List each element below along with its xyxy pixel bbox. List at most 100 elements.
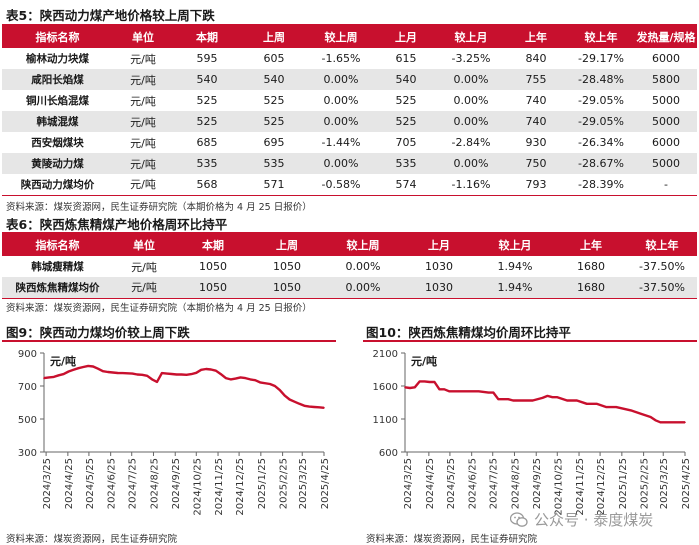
table6-top-rule: [2, 232, 697, 234]
x-tick-label: 2024/4/25: [64, 458, 75, 509]
x-tick-label: 2024/8/25: [149, 458, 160, 509]
table5-cell: 574: [375, 174, 437, 196]
table5-cell: 0.00%: [323, 94, 359, 107]
data-point: [279, 389, 281, 391]
table5-cell: 705: [395, 136, 417, 149]
table6-cell: 1050: [251, 277, 323, 299]
table5-cell: 695: [263, 136, 285, 149]
x-tick-label: 2025/4/25: [681, 458, 692, 509]
table5-header-cell: 上月: [375, 26, 437, 48]
data-point: [234, 377, 237, 380]
data-point: [298, 403, 301, 405]
fig9-chart: 300 500 700 900 2024/3/25 2024/4/25 2024/5/25 2…: [18, 349, 331, 516]
fig10-top-rule: [363, 340, 697, 342]
table5-cell: 750: [505, 153, 567, 174]
data-point: [92, 365, 94, 368]
table5-cell: -28.39%: [567, 174, 635, 196]
table5-cell: -1.16%: [437, 174, 505, 196]
table5-cell: -1.65%: [321, 52, 361, 65]
data-point: [146, 375, 148, 377]
data-point: [674, 421, 676, 424]
table5-row: 西安烟煤块 元/吨 685 695 -1.44% 705 -2.84% 930 -26.34% 6…: [2, 132, 697, 153]
data-point: [293, 400, 296, 403]
data-point: [586, 403, 588, 405]
data-point: [630, 409, 632, 412]
table5-header-cell: 上周: [241, 26, 307, 48]
table5-cell: 元/吨: [113, 174, 173, 196]
y-tick-label: 500: [18, 415, 37, 426]
data-point: [684, 421, 686, 424]
data-point: [438, 388, 441, 391]
table5-cell: -2.84%: [451, 136, 491, 149]
y-tick-label: 2100: [373, 349, 398, 360]
table5-header-row: 指标名称 单位 本期 上周 较上周 上月 较上月 上年 较上年 发热量/规格: [2, 26, 697, 48]
table5-cell: 525: [263, 94, 285, 107]
data-point: [649, 416, 652, 418]
table5-row: 榆林动力块煤 元/吨 595 605 -1.65% 615 -3.25% 840 -29.17%…: [2, 48, 697, 69]
wechat-icon: [509, 511, 528, 528]
table5-cell: 605: [263, 52, 285, 65]
table5-cell: -1.44%: [321, 136, 361, 149]
data-point: [404, 386, 406, 389]
table5-title: 表5：陕西动力煤产地价格较上周下跌: [6, 8, 215, 23]
x-tick-label: 2024/9/25: [171, 458, 182, 509]
table5-cell: 0.00%: [307, 153, 375, 174]
table5-source-note: 资料来源：煤炭资源网，民生证券研究院（本期价格为 4 月 25 日报价）: [6, 202, 312, 213]
x-tick-label: 2024/12/25: [596, 458, 607, 516]
table5-cell: 615: [395, 52, 417, 65]
table6-cell: 1050: [175, 277, 251, 299]
table6-cell: 1680: [555, 277, 627, 299]
fig9-top-rule: [2, 340, 336, 342]
data-point: [303, 405, 306, 407]
data-point: [566, 399, 568, 402]
watermark: 公众号 · 泰度煤炭: [509, 509, 654, 530]
table6-cell: -37.50%: [627, 277, 697, 299]
table6-cell: 1030: [425, 260, 453, 273]
data-point: [136, 373, 139, 376]
data-point: [200, 369, 202, 371]
data-point: [487, 391, 490, 394]
data-point: [269, 383, 271, 385]
data-point: [605, 406, 608, 408]
data-point: [448, 390, 450, 393]
table6-header-cell: 较上月: [475, 234, 555, 256]
data-point: [254, 379, 256, 381]
data-point: [654, 419, 657, 422]
data-point: [131, 372, 134, 375]
data-point: [288, 398, 291, 401]
table5-cell: 6000: [652, 52, 680, 65]
x-tick-label: 2025/2/25: [279, 458, 290, 509]
data-point: [141, 374, 143, 376]
table6-cell: 1680: [577, 260, 605, 273]
data-point: [195, 372, 198, 374]
fig9-source: 资料来源：煤炭资源网，民生证券研究院: [6, 534, 178, 545]
data-point: [77, 367, 80, 369]
table6-cell: 1.94%: [475, 277, 555, 299]
data-point: [229, 378, 232, 381]
watermark-text: 公众号 · 泰度煤炭: [534, 511, 654, 529]
table5-row: 咸阳长焰煤 元/吨 540 540 0.00% 540 0.00% 755 -28.48% 580…: [2, 69, 697, 90]
table5-cell: 540: [173, 69, 241, 90]
data-point: [313, 406, 316, 408]
data-point: [458, 390, 460, 393]
data-point: [323, 407, 325, 409]
table6-header-row: 指标名称 单位 本期 上周 较上周 上月 较上月 上年 较上年: [2, 234, 697, 256]
y-tick-label: 1600: [373, 382, 398, 393]
data-point: [72, 369, 75, 371]
table5-row-name: 陕西动力煤均价: [2, 174, 113, 196]
table6-cell: 0.00%: [323, 277, 403, 299]
data-point: [433, 381, 436, 383]
data-point: [259, 381, 261, 384]
table5-cell: 0.00%: [453, 94, 489, 107]
data-point: [116, 372, 119, 374]
x-tick-label: 2024/11/25: [575, 458, 586, 516]
series-line: [43, 364, 325, 409]
table5-cell: 525: [241, 111, 307, 132]
table5-cell: -29.17%: [578, 52, 624, 65]
x-tick-label: 2024/3/25: [403, 458, 414, 509]
y-tick-label: 600: [379, 448, 398, 459]
table5-cell: 元/吨: [113, 153, 173, 174]
table5-cell: 0.00%: [437, 111, 505, 132]
table6-header-cell: 较上年: [627, 234, 697, 256]
table5-header-cell: 较上年: [567, 26, 635, 48]
